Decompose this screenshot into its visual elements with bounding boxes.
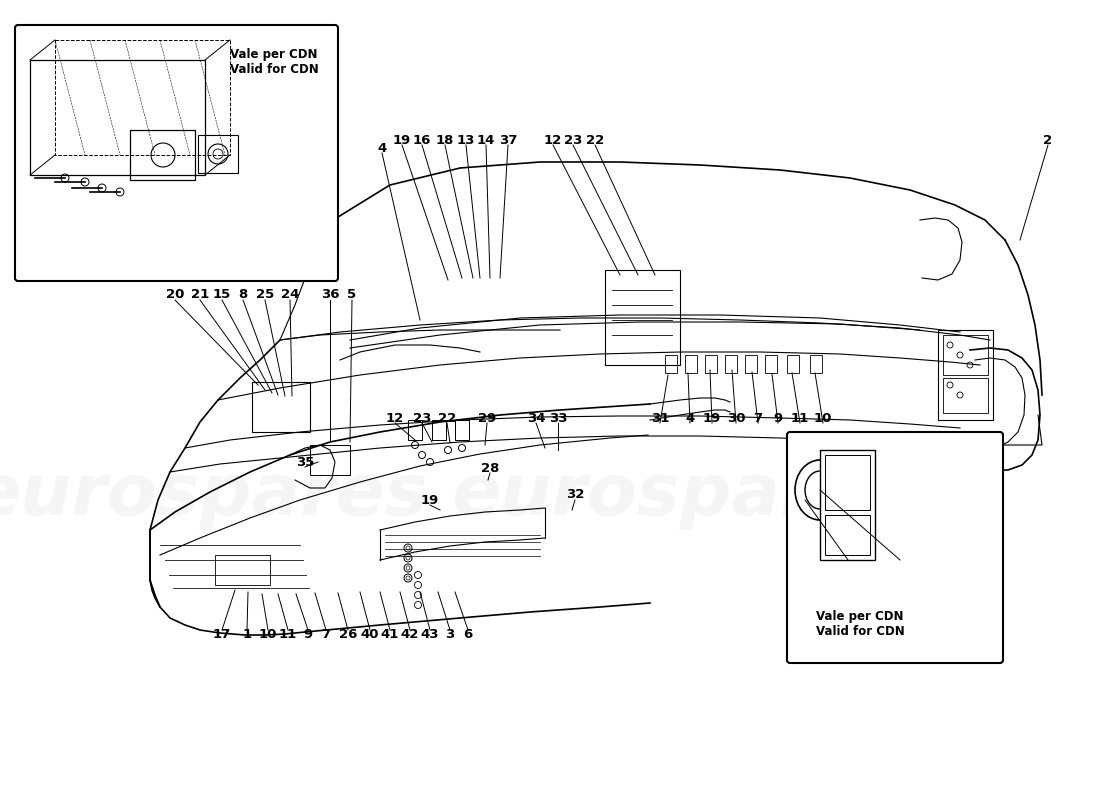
Bar — [408, 420, 422, 440]
Bar — [455, 420, 469, 440]
Text: 33: 33 — [549, 411, 568, 425]
Text: 28: 28 — [481, 462, 499, 474]
Text: 42: 42 — [400, 629, 419, 642]
Text: 39: 39 — [168, 251, 187, 265]
Text: 12: 12 — [543, 134, 562, 146]
Bar — [786, 355, 799, 373]
Bar — [214, 555, 270, 585]
Bar — [820, 450, 874, 560]
Text: 22: 22 — [438, 411, 456, 425]
Text: 31: 31 — [651, 411, 669, 425]
Text: 4: 4 — [685, 411, 694, 425]
Bar — [705, 355, 717, 373]
Bar — [825, 455, 870, 510]
Text: 9: 9 — [304, 629, 312, 642]
Text: 12: 12 — [386, 411, 404, 425]
Text: eurospares: eurospares — [0, 461, 428, 530]
Text: 36: 36 — [321, 289, 339, 302]
Bar — [432, 420, 446, 440]
Text: 20: 20 — [166, 289, 184, 302]
Text: 13: 13 — [456, 134, 475, 146]
Text: 46: 46 — [96, 251, 114, 265]
Bar — [943, 378, 988, 413]
Text: 6: 6 — [463, 629, 473, 642]
Text: Vale per CDN
Valid for CDN: Vale per CDN Valid for CDN — [815, 610, 904, 638]
Text: 5: 5 — [348, 289, 356, 302]
Bar — [725, 355, 737, 373]
Text: 21: 21 — [191, 289, 209, 302]
Bar — [810, 355, 822, 373]
Text: 19: 19 — [421, 494, 439, 506]
Bar — [605, 270, 680, 365]
Text: 18: 18 — [436, 134, 454, 146]
Text: Vale per CDN
Valid for CDN: Vale per CDN Valid for CDN — [230, 48, 319, 76]
Text: 35: 35 — [296, 455, 315, 469]
Text: 30: 30 — [727, 411, 746, 425]
Text: 7: 7 — [754, 411, 762, 425]
Text: 43: 43 — [420, 629, 439, 642]
Text: 22: 22 — [586, 134, 604, 146]
Bar — [310, 445, 350, 475]
Text: 44: 44 — [274, 251, 293, 265]
Text: 23: 23 — [564, 134, 582, 146]
Text: 1: 1 — [242, 629, 252, 642]
Text: 23: 23 — [412, 411, 431, 425]
Text: eurospares: eurospares — [452, 461, 909, 530]
Bar — [938, 330, 993, 420]
FancyBboxPatch shape — [786, 432, 1003, 663]
Bar — [130, 130, 195, 180]
Text: 19: 19 — [393, 134, 411, 146]
Text: 11: 11 — [279, 629, 297, 642]
Text: 26: 26 — [339, 629, 358, 642]
Bar — [252, 382, 310, 432]
Text: 7: 7 — [321, 629, 331, 642]
Text: 32: 32 — [565, 489, 584, 502]
Bar — [198, 135, 238, 173]
Text: 10: 10 — [814, 411, 833, 425]
Text: 45: 45 — [234, 251, 252, 265]
Bar — [943, 335, 988, 375]
Text: 16: 16 — [412, 134, 431, 146]
Text: 38: 38 — [135, 251, 154, 265]
Text: 14: 14 — [476, 134, 495, 146]
Bar — [30, 60, 205, 175]
Text: 10: 10 — [258, 629, 277, 642]
Text: 2: 2 — [895, 558, 904, 571]
Bar — [745, 355, 757, 373]
Text: 37: 37 — [498, 134, 517, 146]
Bar — [764, 355, 777, 373]
Text: 2: 2 — [1044, 134, 1053, 146]
Text: 19: 19 — [703, 411, 722, 425]
Text: 8: 8 — [239, 289, 248, 302]
Text: 15: 15 — [213, 289, 231, 302]
FancyBboxPatch shape — [15, 25, 338, 281]
Text: 41: 41 — [381, 629, 399, 642]
Bar — [685, 355, 697, 373]
Bar — [825, 515, 870, 555]
Text: 24: 24 — [280, 289, 299, 302]
Text: 34: 34 — [527, 411, 546, 425]
Text: 25: 25 — [256, 289, 274, 302]
Text: 9: 9 — [773, 411, 782, 425]
Text: 17: 17 — [213, 629, 231, 642]
Bar — [666, 355, 676, 373]
Text: 29: 29 — [477, 411, 496, 425]
Text: 11: 11 — [791, 411, 810, 425]
Text: 3: 3 — [446, 629, 454, 642]
Text: 27: 27 — [839, 558, 857, 571]
Text: 4: 4 — [377, 142, 386, 154]
Text: 40: 40 — [361, 629, 379, 642]
